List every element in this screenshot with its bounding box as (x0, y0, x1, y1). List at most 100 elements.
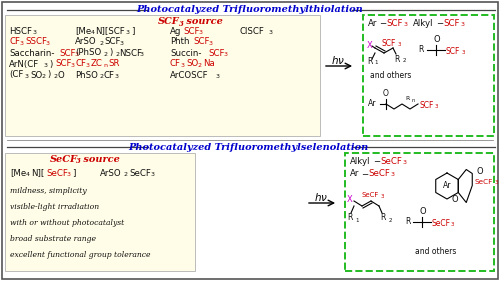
Text: and others: and others (415, 246, 457, 255)
Text: 1: 1 (374, 60, 378, 65)
Text: 3: 3 (181, 63, 185, 68)
Text: and others: and others (370, 71, 412, 80)
Text: −: − (379, 19, 386, 28)
Text: with or without photocatalyst: with or without photocatalyst (10, 219, 124, 227)
Text: SCF: SCF (59, 49, 76, 58)
Text: Ar: Ar (443, 182, 451, 191)
Text: 3: 3 (126, 30, 130, 35)
Text: 3: 3 (494, 180, 498, 185)
Text: 2: 2 (99, 41, 103, 46)
Text: N][SCF: N][SCF (95, 26, 125, 35)
Text: 3: 3 (76, 157, 81, 165)
Text: ArN(CF: ArN(CF (9, 60, 39, 69)
Text: $h\nu$: $h\nu$ (331, 54, 345, 66)
Text: ): ) (109, 49, 112, 58)
Text: [Me: [Me (75, 26, 91, 35)
Text: broad substrate range: broad substrate range (10, 235, 96, 243)
Text: R: R (347, 214, 352, 223)
Text: 3: 3 (20, 41, 24, 46)
Text: $h\nu$: $h\nu$ (314, 191, 328, 203)
Text: 3: 3 (462, 49, 466, 55)
Text: 2: 2 (42, 74, 46, 79)
Text: 3: 3 (391, 173, 395, 178)
Text: 3: 3 (46, 41, 50, 46)
Text: 3: 3 (435, 103, 438, 108)
Text: R: R (380, 214, 386, 223)
Bar (345, 153, 494, 271)
Text: X: X (367, 40, 373, 49)
Text: O: O (383, 90, 389, 99)
Text: SCF: SCF (386, 19, 402, 28)
Text: −: − (373, 157, 380, 166)
Text: Saccharin-: Saccharin- (9, 49, 54, 58)
Text: SCF: SCF (104, 37, 120, 46)
Text: 3: 3 (224, 52, 228, 57)
Text: −: − (436, 19, 444, 28)
Text: ArSO: ArSO (75, 37, 96, 46)
Text: Photocatalyzed Trifluoromethylthiolation: Photocatalyzed Trifluoromethylthiolation (136, 6, 364, 15)
Text: 1: 1 (355, 217, 358, 223)
Text: ]: ] (72, 169, 76, 178)
Text: 2: 2 (104, 52, 108, 57)
Text: Alkyl: Alkyl (413, 19, 434, 28)
Text: O: O (476, 167, 483, 176)
Text: 2: 2 (124, 172, 128, 177)
Text: Ag: Ag (170, 26, 181, 35)
Text: 2: 2 (53, 74, 57, 79)
Text: 3: 3 (75, 52, 79, 57)
Text: SR: SR (108, 60, 120, 69)
Text: 3: 3 (216, 74, 220, 79)
Text: (PhSO: (PhSO (75, 49, 101, 58)
Text: SCF: SCF (193, 37, 210, 46)
Text: SCF: SCF (382, 38, 396, 47)
Text: ZC: ZC (91, 60, 103, 69)
Text: SCF: SCF (55, 60, 72, 69)
Text: 2: 2 (115, 52, 119, 57)
Text: Alkyl: Alkyl (350, 157, 370, 166)
Text: 3: 3 (44, 63, 48, 68)
Text: O: O (419, 207, 426, 216)
Text: source: source (80, 155, 120, 164)
Text: 2: 2 (389, 217, 392, 223)
Text: excellent functional group tolerance: excellent functional group tolerance (10, 251, 150, 259)
Text: 3: 3 (381, 194, 384, 198)
Text: R: R (418, 46, 424, 55)
Text: 3: 3 (179, 20, 184, 28)
Text: CF: CF (170, 60, 181, 69)
Text: 3: 3 (140, 52, 144, 57)
Text: 3: 3 (33, 30, 37, 35)
Text: Ar: Ar (350, 169, 360, 178)
Text: ): ) (47, 71, 50, 80)
Text: n: n (103, 63, 107, 68)
Text: SO: SO (186, 60, 198, 69)
Text: CF: CF (9, 37, 20, 46)
Text: Ar: Ar (368, 99, 376, 108)
Text: Ar: Ar (368, 19, 378, 28)
Text: 4: 4 (26, 172, 30, 177)
Text: NSCF: NSCF (119, 49, 142, 58)
Text: O: O (433, 35, 440, 44)
Text: SCF: SCF (158, 17, 180, 26)
Bar (5, 153, 195, 271)
Text: 3: 3 (403, 160, 407, 164)
Text: SCF: SCF (443, 19, 460, 28)
Text: 3: 3 (67, 172, 71, 177)
Text: O: O (452, 196, 458, 205)
Text: SeCF: SeCF (474, 178, 492, 185)
Text: X: X (347, 196, 353, 205)
Text: CF: CF (75, 60, 86, 69)
Text: 4: 4 (91, 30, 95, 35)
Text: −: − (361, 169, 368, 178)
Text: PhSO: PhSO (75, 71, 98, 80)
Text: 3: 3 (404, 22, 408, 26)
Text: Photocatalyzed Trifluoromethylselenolation: Photocatalyzed Trifluoromethylselenolati… (128, 142, 368, 151)
Text: 3: 3 (25, 74, 29, 79)
Text: O: O (58, 71, 65, 80)
Text: SO: SO (30, 71, 42, 80)
Text: CF: CF (104, 71, 115, 80)
Text: visible-light irradiation: visible-light irradiation (10, 203, 99, 211)
Text: mildness, simplicity: mildness, simplicity (10, 187, 86, 195)
Text: (CF: (CF (9, 71, 24, 80)
Text: Na: Na (203, 60, 215, 69)
Text: SeCF: SeCF (368, 169, 390, 178)
